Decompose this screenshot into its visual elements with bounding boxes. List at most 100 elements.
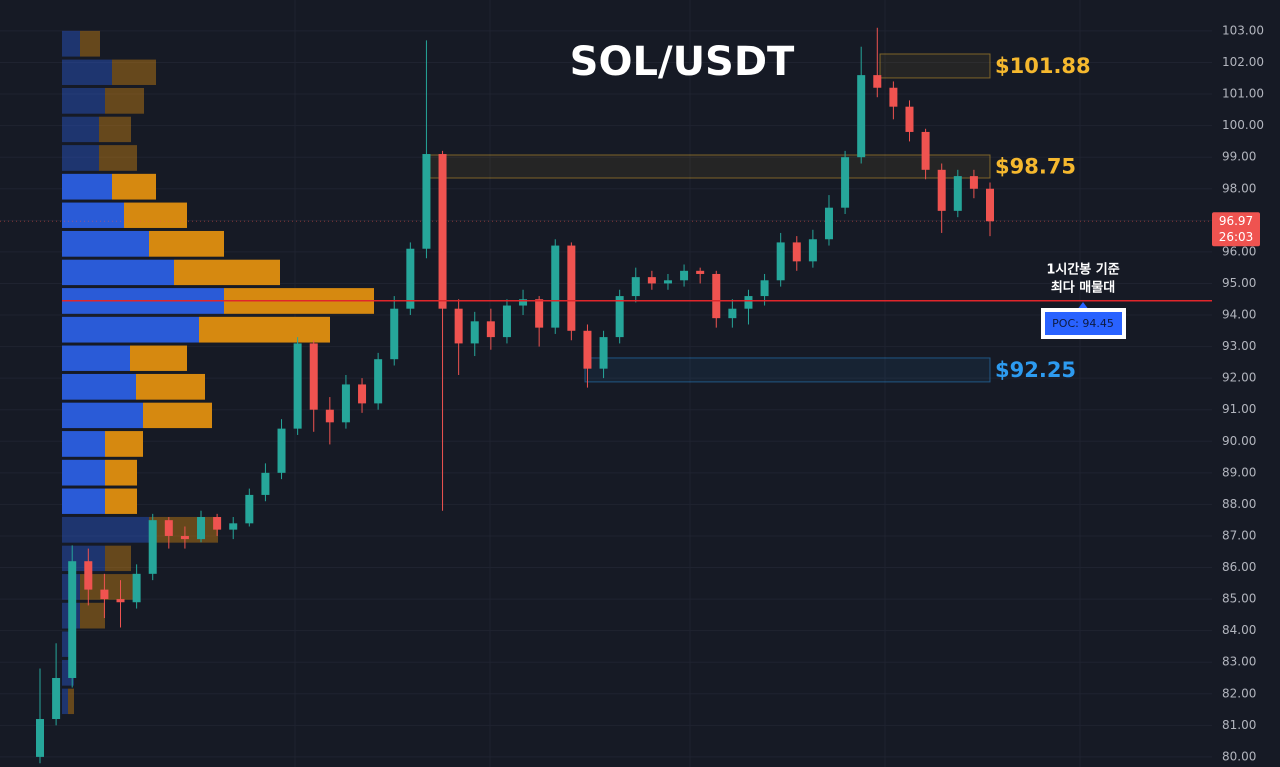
zone-label: $92.25 [995, 358, 1076, 382]
candle-body [358, 384, 367, 404]
candle-body [647, 277, 656, 284]
candle-body [325, 409, 334, 423]
y-tick-label: 94.00 [1222, 308, 1256, 322]
candle-body [728, 308, 737, 319]
candle-body [261, 472, 270, 495]
candle-body [663, 280, 672, 284]
y-tick-label: 87.00 [1222, 528, 1256, 542]
candle-body [180, 535, 189, 540]
profile-sell [112, 59, 156, 85]
profile-buy [62, 145, 99, 171]
profile-sell [105, 459, 137, 486]
zone-label: $98.75 [995, 154, 1076, 178]
profile-buy [62, 59, 112, 85]
candle-body [599, 337, 608, 369]
last-price-label: 96.97 [1219, 214, 1253, 228]
candle-body [808, 239, 817, 262]
candle-body [583, 330, 592, 369]
y-tick-label: 93.00 [1222, 339, 1256, 353]
profile-buy [62, 173, 112, 200]
candle-body [213, 517, 222, 530]
candle-body [100, 589, 109, 600]
countdown-label: 26:03 [1219, 230, 1254, 244]
profile-buy [62, 30, 80, 57]
candle-body [937, 169, 946, 211]
candle-body [631, 277, 640, 297]
candle-body [309, 343, 318, 410]
zone [429, 154, 991, 179]
candle-body [374, 359, 383, 404]
profile-sell [80, 602, 105, 629]
y-tick-label: 82.00 [1222, 686, 1256, 700]
candle-body [712, 273, 721, 319]
profile-buy [62, 202, 124, 228]
candle-body [857, 75, 866, 158]
profile-sell [199, 316, 330, 343]
candle-body [776, 242, 785, 281]
y-tick-label: 88.00 [1222, 497, 1256, 511]
y-tick-label: 83.00 [1222, 655, 1256, 669]
candle-body [519, 299, 528, 306]
candle-body [470, 321, 479, 344]
candle-body [905, 106, 914, 132]
candle-body [148, 520, 157, 574]
profile-sell [99, 145, 137, 171]
profile-buy [62, 488, 105, 514]
candle-body [116, 599, 125, 603]
zone [584, 357, 991, 383]
vertical-grid [294, 0, 1081, 767]
y-tick-label: 80.00 [1222, 749, 1256, 763]
profile-buy [62, 316, 199, 343]
candle-body [52, 677, 61, 720]
candle-body [164, 520, 173, 536]
y-tick-label: 103.00 [1222, 23, 1264, 37]
profile-sell [112, 173, 156, 200]
y-tick-label: 81.00 [1222, 718, 1256, 732]
profile-buy [62, 259, 174, 286]
candle-body [422, 154, 431, 249]
candle-body [293, 343, 302, 429]
profile-sell [124, 202, 187, 228]
y-tick-label: 89.00 [1222, 465, 1256, 479]
candle-body [615, 296, 624, 338]
candle-body [567, 245, 576, 331]
profile-buy [62, 516, 149, 543]
candle-body [197, 517, 206, 540]
y-tick-label: 92.00 [1222, 371, 1256, 385]
y-tick-label: 86.00 [1222, 560, 1256, 574]
y-tick-label: 102.00 [1222, 55, 1264, 69]
y-tick-label: 96.00 [1222, 244, 1256, 258]
profile-sell [80, 30, 100, 57]
candle-body [68, 561, 77, 678]
candle-body [824, 207, 833, 240]
candle-body [986, 188, 994, 222]
candle-body [438, 154, 447, 309]
profile-buy [62, 230, 149, 257]
candle-body [680, 270, 689, 281]
profile-sell [143, 402, 212, 429]
profile-buy [62, 459, 105, 486]
candle-body [84, 561, 93, 590]
candle-body [551, 245, 560, 328]
candle-body [873, 75, 882, 88]
candle-body [760, 280, 769, 297]
candle-body [792, 242, 801, 262]
profile-buy [62, 87, 105, 114]
y-tick-label: 91.00 [1222, 402, 1256, 416]
candle-body [341, 384, 350, 423]
y-tick-label: 101.00 [1222, 87, 1264, 101]
annotation: 1시간봉 기준 [1046, 262, 1119, 278]
candle-body [744, 296, 753, 309]
chart-title: SOL/USDT [570, 39, 795, 85]
y-tick-label: 85.00 [1222, 592, 1256, 606]
poc-label: POC: 94.45 [1052, 317, 1114, 330]
candle-body [921, 131, 930, 170]
profile-sell [99, 116, 131, 143]
y-tick-label: 98.00 [1222, 181, 1256, 195]
candle-body [696, 270, 705, 274]
y-tick-label: 100.00 [1222, 118, 1264, 132]
candle-body [390, 308, 399, 360]
profile-sell [174, 259, 280, 286]
